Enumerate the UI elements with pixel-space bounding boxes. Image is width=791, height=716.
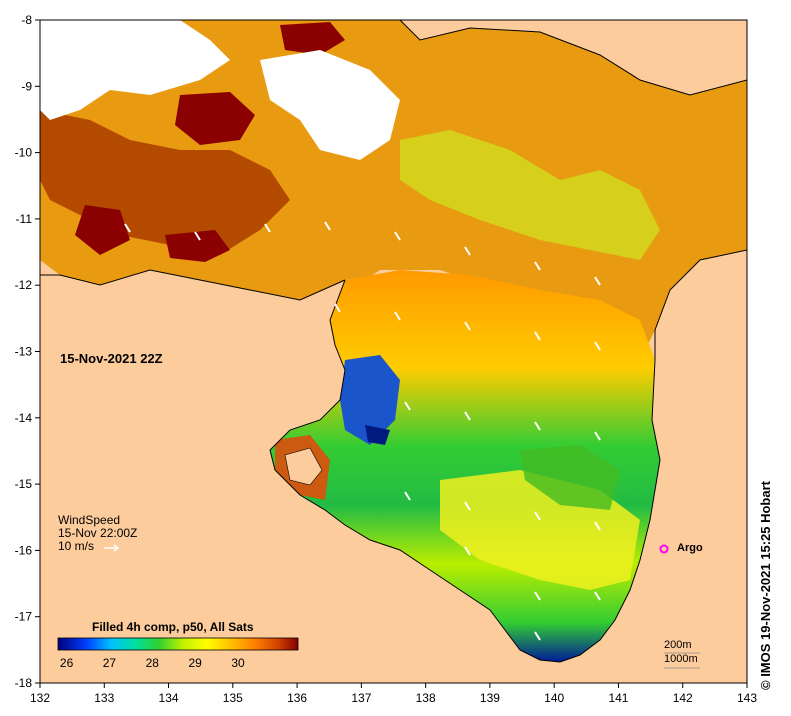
- wind-time: 15-Nov 22:00Z: [58, 526, 138, 540]
- x-tick-label: 133: [94, 691, 114, 705]
- colorbar-tick-label: 29: [188, 656, 202, 670]
- hot-patch-3: [165, 230, 230, 262]
- y-axis: -8 -9 -10 -11 -12 -13 -14 -15 -16 -17 -18: [15, 13, 40, 690]
- x-tick-label: 132: [30, 691, 50, 705]
- cloud-gap-2: [260, 50, 400, 160]
- colorbar-tick-label: 26: [60, 656, 74, 670]
- cape-york: [630, 250, 747, 683]
- y-tick-label: -14: [15, 411, 33, 425]
- wind-scale-arrow: [104, 544, 120, 552]
- argo-marker: [659, 544, 669, 554]
- y-tick-label: -16: [15, 543, 33, 557]
- colorbar-ticks: 26 27 28 29 30: [60, 656, 245, 670]
- y-tick-label: -10: [15, 146, 33, 160]
- y-tick-label: -12: [15, 278, 33, 292]
- y-tick-label: -17: [15, 610, 33, 624]
- y-tick-label: -11: [16, 212, 33, 226]
- contour-200m-label: 200m: [664, 639, 692, 651]
- y-tick-label: -18: [15, 676, 33, 690]
- x-tick-label: 143: [737, 691, 757, 705]
- cloud-gap-1: [40, 20, 230, 120]
- colorbar-title: Filled 4h comp, p50, All Sats: [92, 620, 254, 634]
- y-tick-label: -15: [15, 477, 33, 491]
- y-tick-label: -8: [21, 13, 32, 27]
- time-label: 15-Nov-2021 22Z: [60, 351, 163, 366]
- argo-label: Argo: [677, 542, 703, 554]
- wind-legend: WindSpeed 15-Nov 22:00Z 10 m/s: [58, 514, 137, 553]
- hot-patch-2: [75, 205, 130, 255]
- hot-patch-4: [280, 22, 345, 55]
- groote-eylandt: [284, 447, 323, 486]
- x-tick-label: 140: [544, 691, 564, 705]
- x-axis: 132 133 134 135 136 137 138 139 140 141 142 143: [30, 683, 757, 705]
- y-tick-label: -9: [21, 79, 32, 93]
- x-tick-label: 139: [480, 691, 500, 705]
- arnhem-land: [40, 270, 560, 683]
- colorbar: [57, 637, 299, 651]
- contour-legend: 200m 1000m: [664, 638, 698, 666]
- x-tick-label: 138: [416, 691, 436, 705]
- x-tick-label: 135: [223, 691, 243, 705]
- wind-scale: 10 m/s: [58, 539, 95, 553]
- credit-text: © IMOS 19-Nov-2021 15:25 Hobart: [758, 481, 773, 690]
- x-tick-label: 141: [608, 691, 628, 705]
- x-tick-label: 137: [351, 691, 371, 705]
- new-guinea: [400, 20, 747, 95]
- x-tick-label: 142: [673, 691, 693, 705]
- colorbar-tick-label: 27: [103, 656, 117, 670]
- cool-patch-w: [340, 355, 400, 445]
- colorbar-tick-label: 30: [231, 656, 245, 670]
- wind-arrows: [124, 221, 601, 641]
- x-tick-label: 136: [287, 691, 307, 705]
- cool-patch-w2: [365, 425, 390, 445]
- contour-1000m-label: 1000m: [664, 653, 698, 665]
- green-patch-n: [400, 130, 660, 260]
- green-patch-e: [520, 445, 620, 510]
- x-tick-label: 134: [159, 691, 179, 705]
- wind-title: WindSpeed: [58, 513, 121, 527]
- hot-patch-1: [175, 92, 255, 145]
- coastline: [40, 249, 747, 663]
- y-tick-label: -13: [15, 345, 33, 359]
- colorbar-tick-label: 28: [146, 656, 160, 670]
